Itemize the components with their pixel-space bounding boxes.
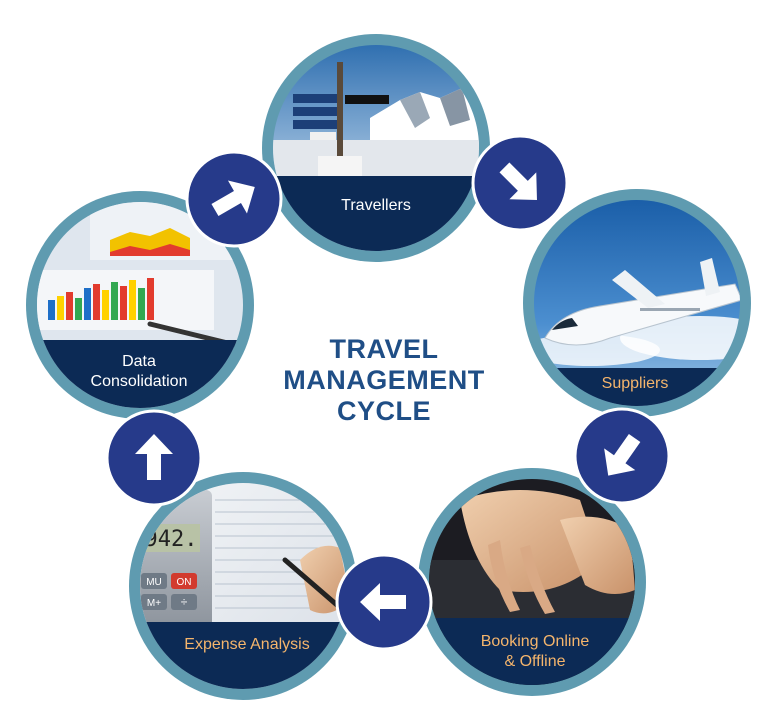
booking-node [418,468,646,696]
calc-key-divide: ÷ [181,595,188,609]
title-line-2: MANAGEMENT [283,365,485,395]
cycle-title: TRAVEL MANAGEMENT CYCLE [254,334,514,427]
calc-key-mplus: M+ [147,598,161,609]
expense-node: 942. MU ON M+ ÷ [129,472,357,700]
calc-key-on: ON [177,577,192,588]
right-arrow-icon [360,583,406,621]
suppliers-node [523,189,751,417]
airplane-photo [534,200,740,406]
title-line-1: TRAVEL [329,334,439,364]
right-arrow-icon [135,434,173,480]
arrow-suppliers-to-booking [573,407,671,505]
arrow-data-to-travellers [185,150,283,248]
title-line-3: CYCLE [336,396,431,426]
calc-key-mu: MU [146,577,162,588]
typing-hands-photo [429,479,635,685]
signpost-mountain-photo [273,45,479,251]
arrow-travellers-to-suppliers [471,134,569,232]
arrow-expense-to-data [105,409,203,507]
right-arrow-icon [211,180,255,217]
right-arrow-icon [499,162,537,200]
right-arrow-icon [604,433,641,476]
arrow-booking-to-expense [335,553,433,651]
travellers-node [262,34,490,262]
